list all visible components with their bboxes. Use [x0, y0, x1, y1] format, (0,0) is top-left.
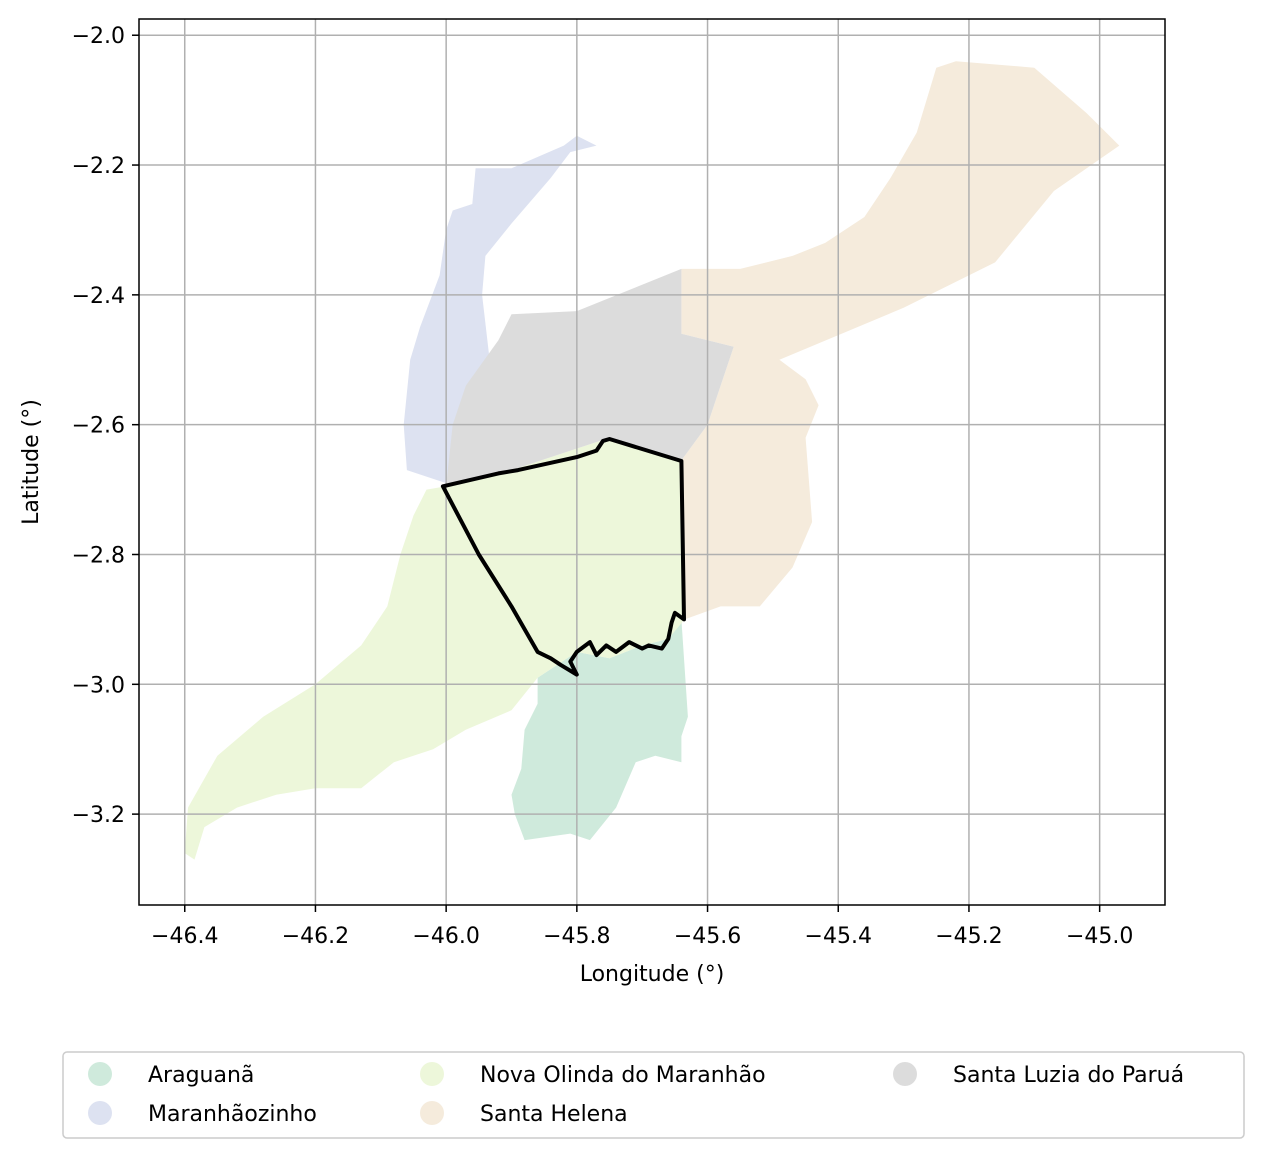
highlight-boundary-nova-olinda-do-maranhao	[440, 437, 686, 677]
y-axis-label: Latitude (°)	[19, 399, 44, 525]
legend-items: Araguanã Maranhãozinho Nova Olinda do Mara…	[88, 1062, 1184, 1127]
legend-item-araguana: Araguanã	[88, 1062, 254, 1088]
y-tick-label: −2.6	[72, 414, 125, 439]
region-santa-luzia-do-parua	[446, 268, 734, 487]
y-tick-label: −2.0	[72, 24, 125, 49]
regions-layer	[184, 61, 1120, 860]
legend-item-nova-olinda-do-maranhao: Nova Olinda do Maranhão	[420, 1062, 766, 1088]
legend-marker	[420, 1062, 444, 1086]
y-tick-label: −2.8	[72, 543, 125, 568]
x-tick-label: −45.8	[543, 924, 610, 949]
legend-label: Maranhãozinho	[148, 1102, 317, 1127]
y-tick-label: −2.4	[72, 284, 125, 309]
legend-label: Santa Luzia do Paruá	[953, 1063, 1184, 1088]
y-tick-label: −3.2	[72, 803, 125, 828]
legend-item-santa-helena: Santa Helena	[420, 1101, 628, 1127]
region-nova-olinda-do-maranhao	[184, 437, 685, 860]
ticks-layer: −46.4 −46.2 −46.0 −45.8 −45.6 −45.4 −45.2 −45.0…	[72, 24, 1134, 949]
x-axis-label: Longitude (°)	[580, 962, 725, 987]
legend-label: Nova Olinda do Maranhão	[480, 1063, 766, 1088]
grid-layer	[139, 19, 1165, 905]
region-maranhaozinho	[403, 135, 597, 484]
x-tick-label: −45.2	[935, 924, 1002, 949]
legend-marker	[420, 1101, 444, 1125]
legend-marker	[893, 1062, 917, 1086]
legend: Araguanã Maranhãozinho Nova Olinda do Mara…	[62, 1051, 1245, 1139]
x-tick-label: −45.6	[674, 924, 741, 949]
legend-marker	[88, 1101, 112, 1125]
x-tick-label: −46.2	[282, 924, 349, 949]
legend-marker	[88, 1062, 112, 1086]
x-tick-label: −46.4	[151, 924, 218, 949]
region-santa-helena	[681, 61, 1120, 620]
y-tick-label: −2.2	[72, 154, 125, 179]
legend-frame	[62, 1051, 1245, 1139]
x-tick-label: −45.0	[1066, 924, 1133, 949]
legend-item-maranhaozinho: Maranhãozinho	[88, 1101, 317, 1127]
legend-label: Santa Helena	[480, 1102, 628, 1127]
legend-label: Araguanã	[148, 1063, 254, 1088]
x-tick-label: −46.0	[412, 924, 479, 949]
plot-frame	[138, 18, 1166, 906]
region-araguana	[511, 619, 688, 841]
x-tick-label: −45.4	[805, 924, 872, 949]
y-tick-label: −3.0	[72, 673, 125, 698]
legend-item-santa-luzia-do-parua: Santa Luzia do Paruá	[893, 1062, 1184, 1088]
highlight-layer	[440, 437, 686, 677]
